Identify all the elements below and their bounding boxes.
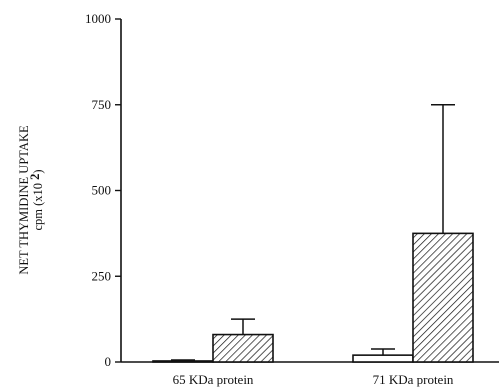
- y-axis-unit-exponent: 2: [28, 174, 42, 180]
- y-tick-label: 1000: [85, 11, 111, 26]
- y-tick-label: 500: [92, 183, 112, 198]
- y-tick-label: 0: [105, 354, 112, 369]
- y-axis-title-line1: NET THYMIDINE UPTAKE: [17, 125, 31, 275]
- hatched-bar: [212, 333, 274, 363]
- y-tick-label: 750: [92, 97, 112, 112]
- open-bar: [152, 360, 214, 363]
- y-axis-unit: cpm (x10: [31, 180, 45, 231]
- y-axis-unit-close: ): [31, 169, 45, 173]
- category-label: 65 KDa protein: [173, 372, 254, 387]
- category-label: 71 KDa protein: [373, 372, 454, 387]
- y-tick-label: 250: [92, 268, 112, 283]
- open-bar: [352, 354, 414, 363]
- y-axis-title-line2: cpm (x10 2): [28, 169, 45, 230]
- hatched-bar: [412, 232, 474, 363]
